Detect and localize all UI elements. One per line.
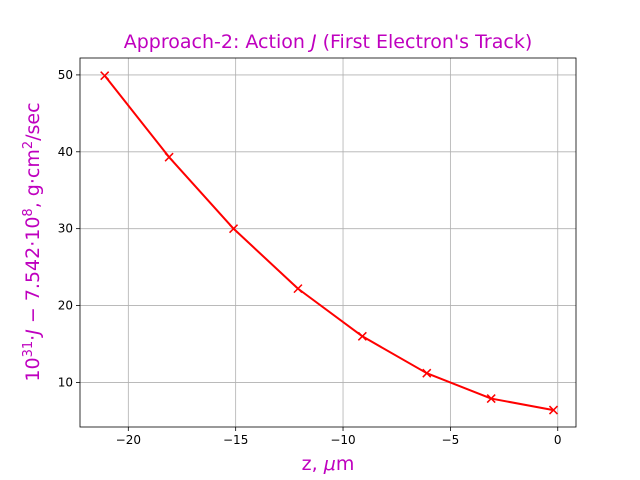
data-point-marker	[164, 152, 174, 162]
data-point-marker	[228, 224, 239, 234]
y-tick-label: 50	[58, 68, 73, 82]
x-tick-label: −15	[223, 433, 248, 447]
y-tick-label: 10	[58, 375, 73, 389]
y-tick-label: 20	[58, 299, 73, 313]
data-point-marker	[422, 368, 432, 378]
data-point-marker	[548, 405, 558, 415]
plot-frame	[79, 57, 577, 428]
data-point-marker	[357, 331, 367, 341]
data-point-marker	[486, 394, 496, 404]
x-tick-label: −10	[330, 433, 355, 447]
x-tick-label: −5	[442, 433, 460, 447]
x-axis-label: z, μm	[302, 453, 355, 475]
y-axis-label: 1031·J − 7.542·108, g·cm2/sec	[21, 102, 44, 381]
x-tick-label: 0	[554, 433, 562, 447]
x-tick-label: −20	[116, 433, 141, 447]
grid	[80, 58, 576, 427]
tick-layer: −20 −15 −10 −5 0 10 20 30 40 50	[58, 68, 562, 447]
y-tick-label: 40	[58, 145, 73, 159]
y-tick-label: 30	[58, 222, 73, 236]
data-point-marker	[293, 284, 303, 294]
series-layer	[100, 71, 558, 415]
chart-title: Approach-2: Action J (First Electron's T…	[124, 31, 533, 53]
series-line	[103, 75, 554, 412]
data-point-marker	[100, 71, 110, 81]
